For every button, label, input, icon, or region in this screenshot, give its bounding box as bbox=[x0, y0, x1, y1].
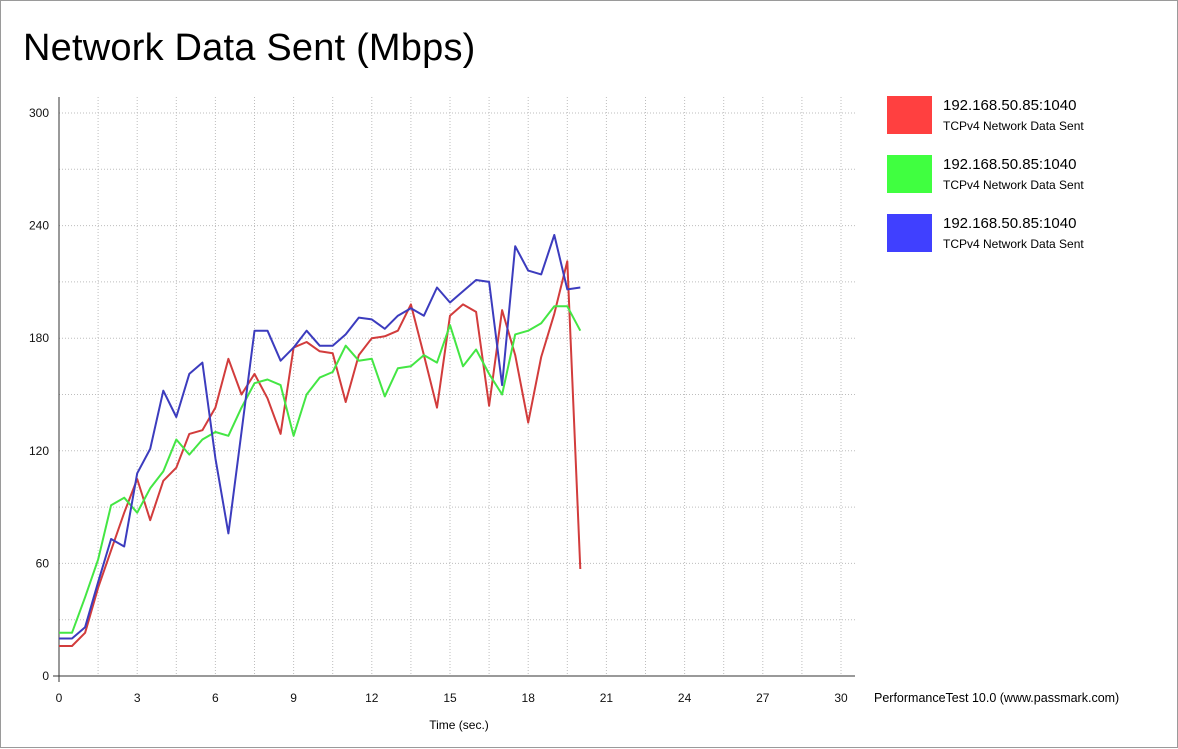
legend-swatch-blue bbox=[887, 214, 932, 252]
legend-series-name: 192.168.50.85:1040 bbox=[943, 156, 1077, 173]
legend-item-series-2: 192.168.50.85:1040 TCPv4 Network Data Se… bbox=[887, 155, 1167, 214]
series-line-red bbox=[59, 260, 582, 647]
chart-title: Network Data Sent (Mbps) bbox=[23, 27, 476, 69]
x-tick-label: 18 bbox=[522, 691, 536, 705]
x-tick-label: 9 bbox=[290, 691, 297, 705]
x-tick-label: 21 bbox=[600, 691, 614, 705]
y-tick-label: 180 bbox=[29, 331, 49, 345]
x-tick-label: 15 bbox=[443, 691, 457, 705]
x-tick-label: 30 bbox=[834, 691, 848, 705]
x-tick-label: 0 bbox=[56, 691, 63, 705]
legend-item-series-1: 192.168.50.85:1040 TCPv4 Network Data Se… bbox=[887, 96, 1167, 155]
legend: 192.168.50.85:1040 TCPv4 Network Data Se… bbox=[887, 96, 1167, 273]
series-line-green bbox=[59, 305, 582, 634]
y-tick-label: 300 bbox=[29, 106, 49, 120]
y-tick-label: 120 bbox=[29, 444, 49, 458]
x-tick-label: 27 bbox=[756, 691, 770, 705]
x-tick-label: 6 bbox=[212, 691, 219, 705]
x-tick-label: 3 bbox=[134, 691, 141, 705]
legend-series-subtitle: TCPv4 Network Data Sent bbox=[943, 178, 1084, 192]
legend-swatch-green bbox=[887, 155, 932, 193]
legend-series-subtitle: TCPv4 Network Data Sent bbox=[943, 119, 1084, 133]
y-tick-label: 0 bbox=[42, 669, 49, 683]
legend-series-subtitle: TCPv4 Network Data Sent bbox=[943, 237, 1084, 251]
legend-series-name: 192.168.50.85:1040 bbox=[943, 215, 1077, 232]
x-tick-label: 24 bbox=[678, 691, 692, 705]
y-tick-label: 240 bbox=[29, 219, 49, 233]
series-line-blue bbox=[59, 234, 581, 640]
credit-text: PerformanceTest 10.0 (www.passmark.com) bbox=[874, 691, 1120, 705]
legend-item-series-3: 192.168.50.85:1040 TCPv4 Network Data Se… bbox=[887, 214, 1167, 273]
x-tick-label: 12 bbox=[365, 691, 379, 705]
legend-swatch-red bbox=[887, 96, 932, 134]
legend-series-name: 192.168.50.85:1040 bbox=[943, 97, 1077, 114]
y-tick-label: 60 bbox=[36, 556, 50, 570]
x-axis-label: Time (sec.) bbox=[429, 718, 489, 732]
